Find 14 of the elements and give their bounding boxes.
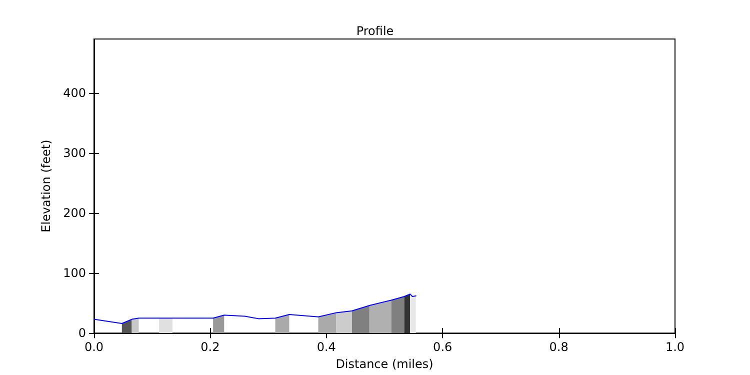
y-tick-label: 0 — [78, 326, 86, 340]
y-tick-label: 300 — [63, 146, 86, 160]
y-tick-label: 100 — [63, 266, 86, 280]
x-tick-label: 0.0 — [84, 340, 104, 354]
x-tick-label: 0.8 — [549, 340, 568, 354]
y-axis-title: Elevation (feet) — [39, 140, 54, 232]
x-tick-label: 1.0 — [665, 340, 685, 354]
y-tick-label: 200 — [63, 206, 86, 220]
x-tick-label: 0.6 — [433, 340, 452, 354]
x-tick-label: 0.4 — [316, 340, 336, 354]
x-axis-title: Distance (miles) — [336, 357, 434, 371]
chart-title: Profile — [356, 24, 394, 38]
x-tick-label: 0.2 — [200, 340, 220, 354]
y-tick-label: 400 — [63, 86, 86, 100]
